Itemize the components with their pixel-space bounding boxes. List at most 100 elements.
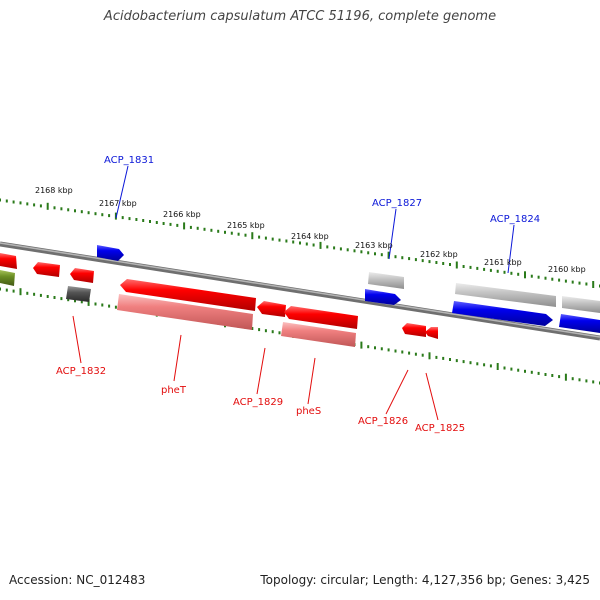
gene-gray-acp1824[interactable] — [455, 283, 556, 307]
scale-minor-tick — [33, 203, 36, 207]
gene-phet-arrow[interactable] — [120, 279, 256, 311]
scale-minor-tick — [394, 349, 397, 353]
scale-minor-tick — [333, 246, 336, 250]
scale-minor-tick — [435, 355, 438, 359]
scale-minor-tick — [571, 377, 574, 381]
scale-minor-tick — [12, 200, 15, 204]
scale-minor-tick — [217, 229, 220, 233]
leader-phes — [307, 357, 316, 405]
gene-acp1826-arrow[interactable] — [402, 323, 426, 337]
scale-minor-tick — [33, 292, 36, 296]
leader-acp1824 — [507, 224, 515, 274]
scale-minor-tick — [551, 277, 554, 281]
scale-minor-tick — [374, 252, 376, 256]
scale-minor-tick — [0, 287, 1, 291]
scale-minor-tick — [26, 291, 29, 295]
scale-minor-tick — [108, 214, 111, 218]
scale-major-tick — [428, 352, 431, 360]
scale-minor-tick — [496, 269, 499, 273]
gene-label-acp1829[interactable]: ACP_1829 — [233, 397, 283, 408]
gene-gray-acp1827[interactable] — [368, 272, 404, 289]
gene-label-phet[interactable]: pheT — [161, 385, 187, 396]
scale-minor-tick — [503, 270, 506, 274]
tick-label: 2166 kbp — [163, 210, 201, 219]
scale-minor-tick — [67, 208, 70, 212]
scale-minor-tick — [571, 280, 574, 284]
scale-major-tick — [319, 241, 322, 249]
scale-minor-tick — [176, 223, 179, 227]
scale-minor-tick — [544, 373, 547, 376]
scale-minor-tick — [367, 345, 370, 349]
scale-minor-tick — [258, 328, 261, 332]
scale-minor-tick — [19, 201, 22, 205]
scale-minor-tick — [380, 347, 383, 351]
scale-minor-tick — [510, 271, 513, 275]
scale-minor-tick — [169, 222, 172, 226]
gene-label-acp1826[interactable]: ACP_1826 — [358, 416, 408, 427]
scale-minor-tick — [271, 330, 274, 334]
gene-label-acp1825[interactable]: ACP_1825 — [415, 423, 465, 434]
gene-left-edge-olive[interactable] — [0, 270, 15, 286]
gene-red-small-2[interactable] — [70, 268, 94, 283]
scale-minor-tick — [271, 237, 274, 241]
scale-minor-tick — [469, 361, 472, 365]
gene-acp1831-arrow[interactable] — [97, 245, 124, 261]
scale-minor-tick — [278, 238, 281, 242]
gene-label-acp1832[interactable]: ACP_1832 — [56, 366, 106, 377]
gene-label-acp1824[interactable]: ACP_1824 — [490, 214, 540, 225]
scale-minor-tick — [258, 235, 261, 239]
scale-minor-tick — [149, 220, 151, 223]
gene-red-small-1[interactable] — [33, 262, 60, 277]
scale-minor-tick — [476, 266, 479, 270]
gene-left-edge-red[interactable] — [0, 253, 17, 269]
gene-acp1827-arrow[interactable] — [365, 289, 401, 305]
scale-minor-tick — [162, 222, 165, 225]
scale-minor-tick — [537, 275, 540, 279]
scale-major-tick — [114, 212, 117, 220]
scale-minor-tick — [135, 218, 138, 221]
scale-minor-tick — [244, 233, 247, 237]
gene-phet-product[interactable] — [117, 294, 253, 330]
scale-minor-tick — [224, 230, 226, 234]
genome-backbone-highlight — [0, 242, 600, 338]
scale-minor-tick — [189, 225, 192, 229]
scale-minor-tick — [210, 228, 213, 232]
scale-minor-tick — [299, 241, 301, 245]
scale-minor-tick — [94, 302, 97, 306]
scale-major-tick — [455, 261, 458, 269]
gene-acp1825-arrow[interactable] — [425, 327, 438, 339]
tick-label: 2161 kbp — [484, 258, 522, 267]
scale-minor-tick — [449, 358, 451, 361]
gene-label-acp1827[interactable]: ACP_1827 — [372, 198, 422, 209]
scale-minor-tick — [401, 256, 404, 260]
tick-label: 2160 kbp — [548, 265, 586, 274]
scale-minor-tick — [421, 259, 424, 263]
gene-right-edge-blue[interactable] — [559, 314, 600, 333]
scale-minor-tick — [524, 369, 526, 373]
gene-gray-right-edge[interactable] — [562, 296, 600, 313]
gene-phes-product[interactable] — [281, 322, 356, 347]
scale-major-tick — [592, 281, 595, 288]
scale-minor-tick — [101, 213, 104, 217]
scale-minor-tick — [326, 245, 329, 249]
gene-label-acp1831[interactable]: ACP_1831 — [104, 155, 154, 166]
scale-minor-tick — [585, 379, 588, 383]
scale-minor-tick — [53, 296, 56, 299]
genome-backbone — [0, 241, 600, 341]
gene-acp1832-dark[interactable] — [66, 286, 91, 302]
gene-acp1829-arrow[interactable] — [257, 301, 286, 317]
scale-minor-tick — [285, 239, 288, 243]
scale-minor-tick — [530, 274, 533, 278]
scale-minor-tick — [462, 265, 465, 268]
gene-phes-arrow[interactable] — [284, 306, 358, 329]
scale-minor-tick — [121, 216, 124, 220]
gene-acp1824-arrow[interactable] — [452, 301, 553, 326]
scale-minor-tick — [483, 363, 486, 367]
gene-label-phes[interactable]: pheS — [296, 406, 321, 417]
leader-acp1826 — [385, 369, 409, 415]
scale-minor-tick — [67, 298, 70, 302]
scale-minor-tick — [401, 350, 404, 354]
genome-stats-text: Topology: circular; Length: 4,127,356 bp… — [260, 573, 590, 587]
scale-minor-tick — [203, 227, 206, 231]
